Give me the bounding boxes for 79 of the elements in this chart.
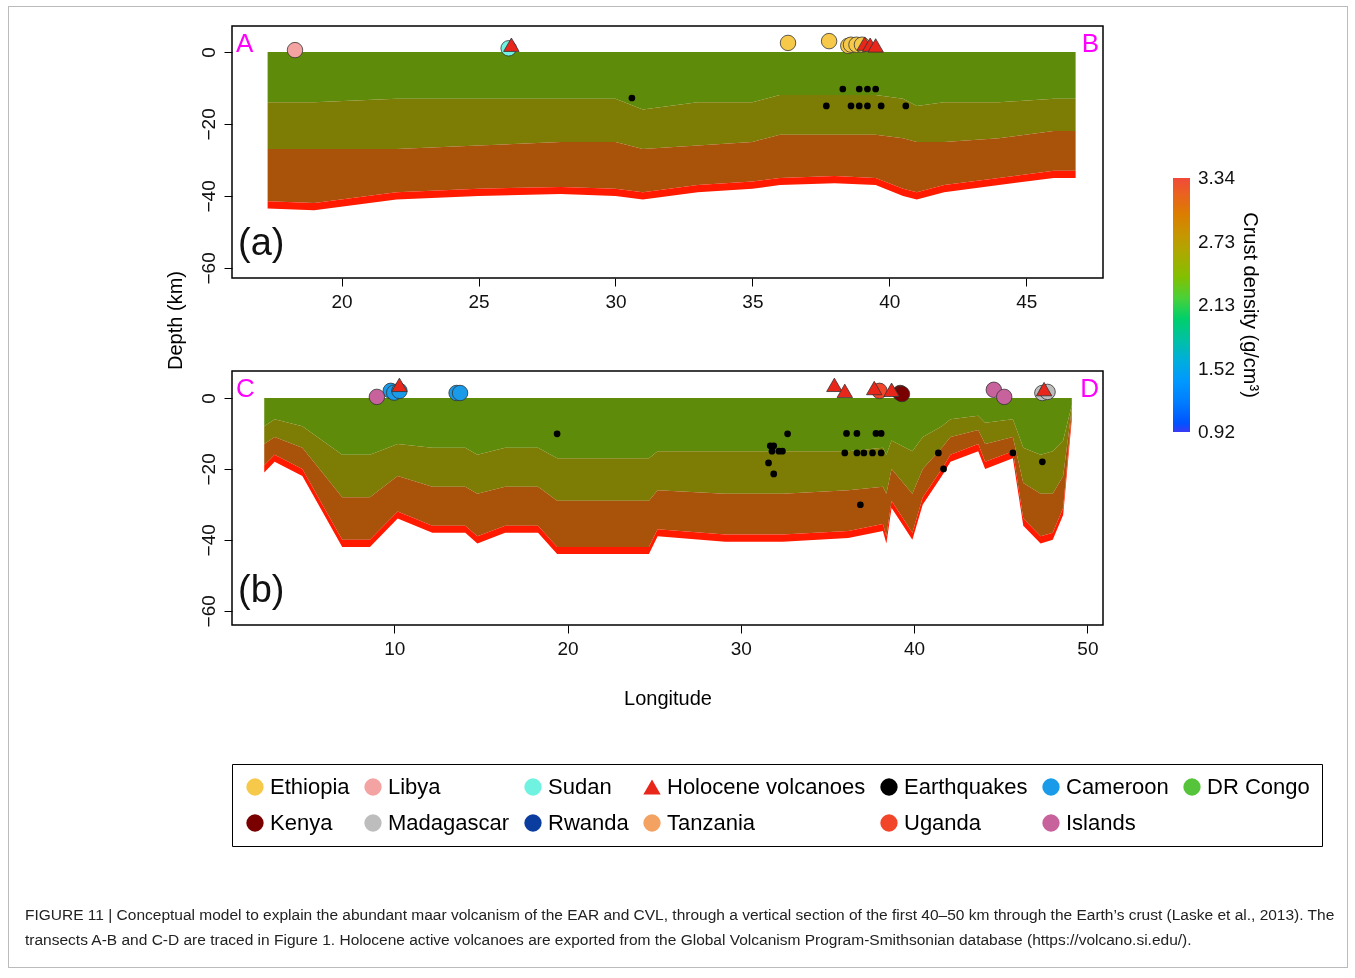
- color-bar-label: 2.13: [1198, 294, 1235, 315]
- point: [779, 34, 797, 52]
- annotation: C: [236, 373, 255, 403]
- legend-label: Islands: [1066, 810, 1136, 835]
- point: [779, 447, 786, 455]
- annotation: D: [1080, 373, 1099, 403]
- point: [820, 32, 838, 50]
- legend-label: Uganda: [904, 810, 982, 835]
- point: [866, 380, 883, 396]
- point: [843, 430, 850, 437]
- color-bar-title: Crust density (g/cm³): [1240, 212, 1262, 398]
- legend-label: Libya: [388, 774, 442, 799]
- x-axis-title: Longitude: [624, 686, 712, 709]
- point: [841, 449, 849, 457]
- x-tick-label: 35: [742, 290, 764, 312]
- x-tick-label: 50: [1077, 637, 1099, 659]
- point: [826, 377, 843, 392]
- legend-label: Rwanda: [548, 810, 630, 835]
- legend-label: Earthquakes: [904, 774, 1028, 799]
- point: [368, 388, 386, 406]
- color-bar-label: 1.52: [1198, 358, 1235, 380]
- point: [853, 449, 861, 457]
- point: [836, 383, 853, 398]
- point: [451, 384, 469, 402]
- point: [872, 430, 880, 437]
- annotation: (b): [238, 568, 285, 610]
- annotation: B: [1081, 28, 1099, 58]
- y-tick-label: −40: [197, 524, 219, 557]
- point: [770, 470, 778, 478]
- color-bar-label: 2.73: [1198, 231, 1235, 253]
- x-tick-label: 30: [605, 290, 627, 312]
- legend-label: Madagascar: [388, 810, 510, 835]
- point: [391, 377, 408, 392]
- y-tick-label: −60: [197, 595, 219, 628]
- point: [877, 449, 885, 457]
- legend-label: Ethiopia: [270, 774, 351, 799]
- color-bar-label: 0.92: [1198, 421, 1235, 442]
- x-tick-label: 20: [331, 290, 353, 312]
- point: [765, 459, 772, 467]
- caption: FIGURE 11 | Conceptual model to explain the abundant maar volcanism of the EAR and CVL, through a vertical section of the first 40–50 km through the Earth’s crust (Laske et al., 2013). The transects A-B and C-D are traced in Figure 1. Holocene active volcanoes are exported from the Global Volcanism Program-Smithsonian database (https://volcano.si.edu/).: [25, 905, 1335, 950]
- point: [857, 501, 864, 509]
- point: [883, 382, 900, 397]
- y-axis-title: Depth (km): [163, 271, 186, 370]
- x-tick-label: 40: [904, 637, 926, 659]
- y-tick-label: −20: [197, 453, 219, 486]
- point: [784, 430, 791, 438]
- legend-label: DR Congo: [1207, 774, 1310, 799]
- x-tick-label: 30: [730, 637, 752, 659]
- y-tick-label: −20: [197, 108, 219, 141]
- y-tick-label: 0: [197, 47, 219, 58]
- x-tick-label: 25: [468, 290, 490, 312]
- point: [853, 430, 861, 437]
- legend-label: Kenya: [270, 810, 334, 835]
- annotation: A: [236, 28, 254, 58]
- point: [935, 449, 942, 457]
- point: [996, 388, 1013, 406]
- x-tick-label: 40: [879, 290, 901, 312]
- x-tick-label: 45: [1016, 290, 1038, 312]
- legend-label: Sudan: [548, 774, 612, 799]
- color-bar-label: 3.34: [1198, 167, 1236, 188]
- x-tick-label: 20: [557, 637, 579, 659]
- y-tick-label: 0: [197, 393, 219, 404]
- point: [503, 37, 520, 52]
- point: [1038, 458, 1046, 466]
- point: [1009, 449, 1017, 457]
- y-tick-label: −40: [197, 180, 219, 213]
- point: [877, 430, 885, 437]
- annotation: (a): [238, 221, 285, 263]
- point: [553, 430, 561, 438]
- point: [869, 449, 876, 457]
- legend-label: Tanzania: [667, 810, 756, 835]
- x-tick-label: 10: [384, 637, 406, 659]
- point: [1035, 381, 1053, 397]
- legend-label: Holocene volcanoes: [667, 774, 866, 799]
- point: [860, 449, 868, 457]
- point: [940, 465, 947, 473]
- legend-label: Cameroon: [1066, 774, 1169, 799]
- point: [867, 38, 884, 53]
- y-tick-label: −60: [197, 252, 219, 285]
